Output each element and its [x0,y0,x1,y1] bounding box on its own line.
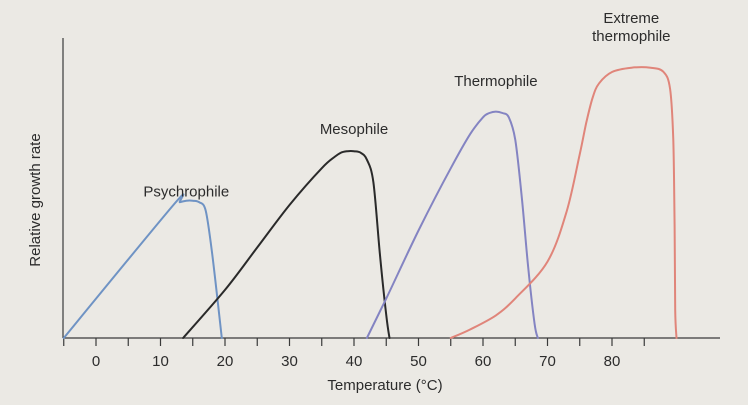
series-label-psychrophile: Psychrophile [143,184,229,201]
x-tick-label: 10 [152,353,169,370]
series-label-thermophile: Thermophile [454,73,537,90]
axes: 0 10 20 30 40 50 60 70 80 [62,38,720,370]
y-axis-title: Relative growth rate [27,133,44,266]
x-tick-label: 50 [410,353,427,370]
x-tick-label: 70 [539,353,556,370]
x-tick-label: 0 [92,353,100,370]
x-tick-label: 40 [346,353,363,370]
curve-thermophile [365,110,539,339]
series-label-extreme-thermophile: Extreme thermophile [592,10,670,45]
x-axis-title: Temperature (°C) [327,377,442,394]
x-tick-label: 80 [604,353,621,370]
curve-mesophile [182,150,391,339]
series-label-mesophile: Mesophile [320,121,388,138]
curve-extreme-thermophile [449,66,678,339]
x-tick-label: 30 [281,353,298,370]
growth-curves [62,66,678,339]
curve-psychrophile [62,193,223,339]
x-tick-label: 60 [475,353,492,370]
series-labels: Psychrophile Mesophile Thermophile Extreme t… [143,10,670,201]
x-tick-label: 20 [217,353,234,370]
